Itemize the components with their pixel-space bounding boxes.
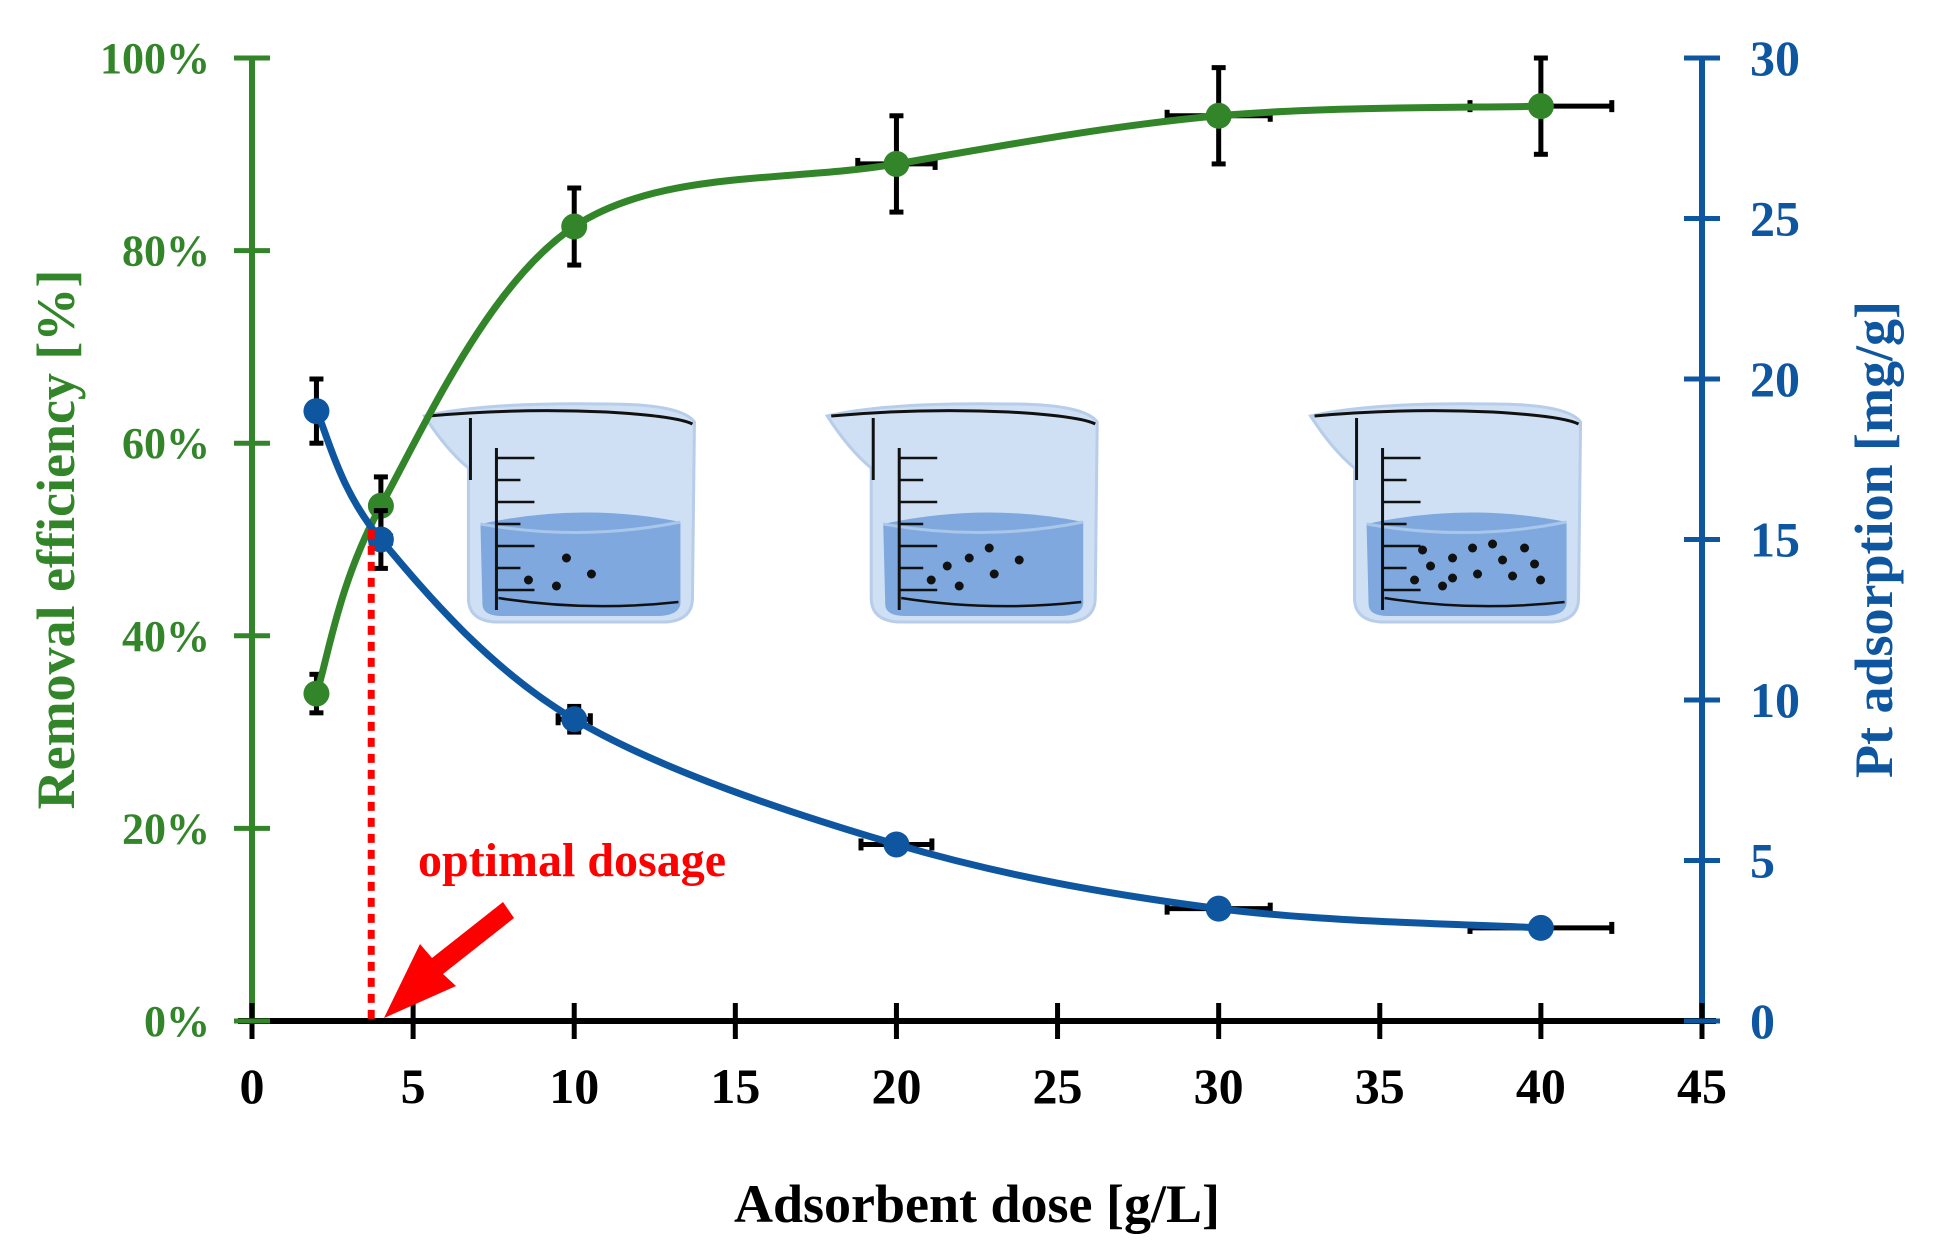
- particle-dot: [561, 553, 571, 563]
- left-y-tick-label: 40%: [122, 612, 210, 661]
- particle-dot: [1468, 543, 1478, 553]
- left-y-axis-title: Removal efficiency [%]: [26, 270, 86, 810]
- beaker-rim: [1314, 409, 1580, 426]
- optimal-dosage-arrow: [384, 902, 514, 1018]
- right-y-tick-label: 15: [1750, 512, 1800, 568]
- particle-dot: [1488, 539, 1498, 549]
- x-tick-label: 0: [240, 1058, 265, 1114]
- pt-adsorption-point: [883, 831, 910, 858]
- beaker-base-line: [1384, 596, 1565, 608]
- x-tick-label: 10: [549, 1058, 599, 1114]
- beaker-illustrations: [422, 402, 1583, 624]
- particle-dot: [1448, 573, 1458, 583]
- right-y-tick-label: 5: [1750, 833, 1775, 889]
- particle-dot: [1418, 545, 1428, 555]
- left-y-tick-label: 100%: [100, 34, 210, 83]
- particle-dot: [1498, 555, 1508, 565]
- left-y-tick-label: 20%: [122, 804, 210, 853]
- particle-dot: [1448, 553, 1458, 563]
- beaker-base-line: [498, 596, 679, 608]
- particle-dot: [954, 581, 964, 591]
- beaker-rim: [428, 409, 694, 426]
- left-y-tick-label: 80%: [122, 227, 210, 276]
- particle-dot: [1520, 543, 1530, 553]
- x-tick-label: 35: [1355, 1058, 1405, 1114]
- x-tick-label: 20: [871, 1058, 921, 1114]
- particle-dot: [1438, 581, 1448, 591]
- removal-efficiency-point: [303, 680, 330, 707]
- particle-dot: [1014, 555, 1024, 565]
- particle-dot: [1426, 561, 1436, 571]
- particle-dot: [989, 569, 999, 579]
- right-y-axis-title: Pt adsorption [mg/g]: [1844, 301, 1904, 778]
- x-tick-label: 45: [1677, 1058, 1727, 1114]
- water-surface: [882, 520, 1084, 535]
- right-y-tick-label: 20: [1750, 351, 1800, 407]
- x-tick-label: 25: [1033, 1058, 1083, 1114]
- labels: 0 5 10 15 20 25 30 35 40 45 0% 20% 40% 60% 80% 100% 0 5 10…: [26, 30, 1904, 1234]
- particle-dot: [1410, 575, 1420, 585]
- left-y-tick-label: 0%: [144, 997, 210, 1046]
- removal-efficiency-point: [1527, 93, 1554, 120]
- particle-dot: [1536, 575, 1546, 585]
- particle-dot: [942, 561, 952, 571]
- annotation-layer: optimal dosage: [367, 529, 726, 1021]
- right-y-tick-label: 10: [1750, 672, 1800, 728]
- beaker-2: [824, 402, 1099, 624]
- pt-adsorption-point: [1527, 914, 1554, 941]
- series: [303, 55, 1615, 941]
- optimal-dosage-label: optimal dosage: [418, 834, 726, 887]
- x-tick-label: 30: [1194, 1058, 1244, 1114]
- removal-efficiency-point: [883, 150, 910, 177]
- particle-dot: [551, 581, 561, 591]
- pt-adsorption-point: [1205, 895, 1232, 922]
- pt-adsorption-point: [303, 398, 330, 425]
- particle-dot: [1508, 571, 1518, 581]
- particle-dot: [926, 575, 936, 585]
- right-y-tick-label: 25: [1750, 191, 1800, 247]
- particle-dot: [984, 543, 994, 553]
- particle-dot: [1473, 569, 1483, 579]
- beaker-3: [1308, 402, 1583, 624]
- x-tick-label: 40: [1516, 1058, 1566, 1114]
- right-y-tick-label: 0: [1750, 993, 1775, 1049]
- x-tick-label: 5: [401, 1058, 426, 1114]
- beaker-1: [422, 402, 696, 624]
- pt-adsorption-point: [561, 706, 588, 733]
- axes: [234, 55, 1720, 1039]
- left-y-tick-label: 60%: [122, 419, 210, 468]
- beaker-rim: [831, 409, 1096, 426]
- x-axis-title: Adsorbent dose [g/L]: [734, 1174, 1220, 1234]
- particle-dot: [586, 569, 596, 579]
- particle-dot: [523, 575, 533, 585]
- particle-dot: [1530, 559, 1540, 569]
- x-tick-label: 15: [710, 1058, 760, 1114]
- water-surface: [480, 520, 681, 535]
- water-surface: [1366, 520, 1567, 535]
- particle-dot: [964, 553, 974, 563]
- right-y-tick-label: 30: [1750, 30, 1800, 86]
- beaker-base-line: [901, 596, 1082, 608]
- removal-efficiency-point: [561, 213, 588, 240]
- removal-efficiency-point: [1205, 102, 1232, 129]
